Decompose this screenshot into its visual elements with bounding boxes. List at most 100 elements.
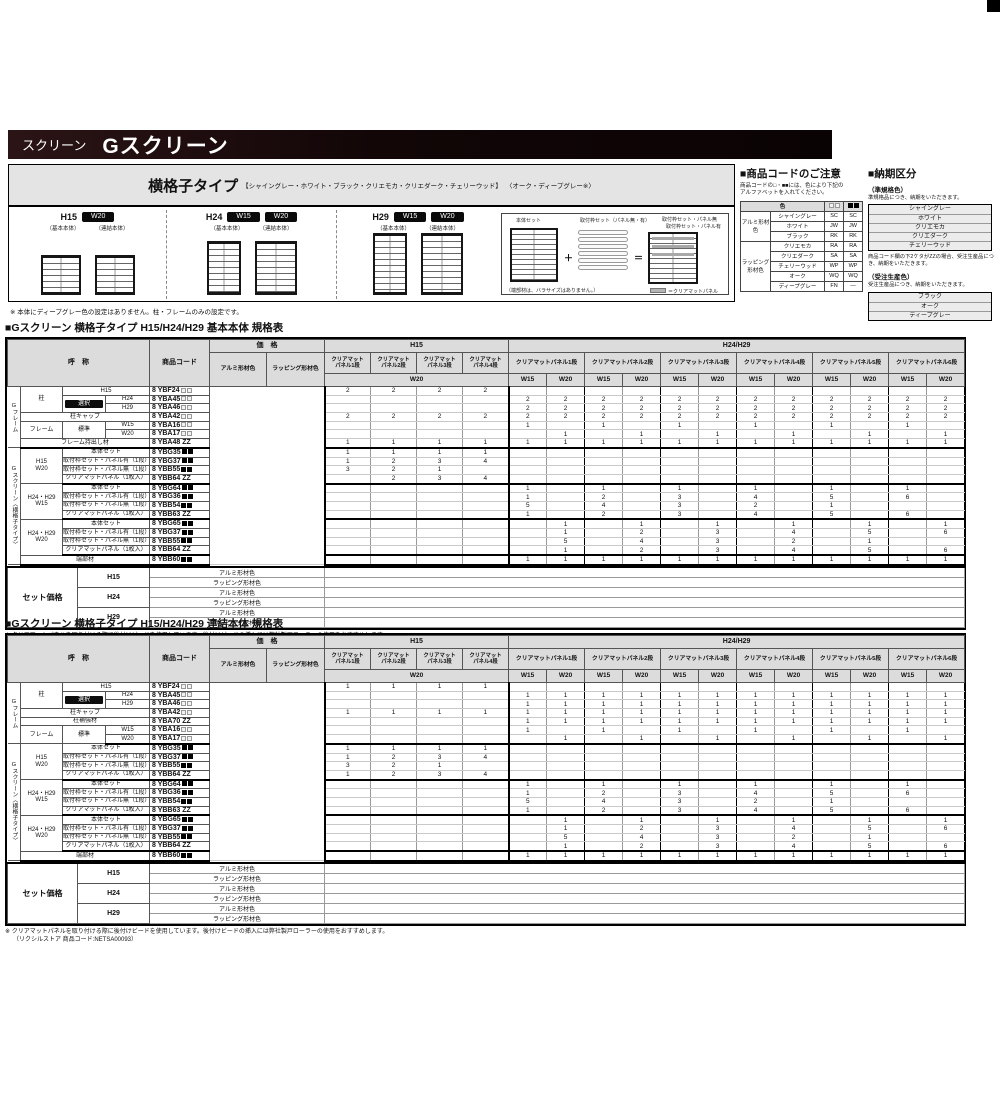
qty-cell xyxy=(324,492,371,502)
qty-cell xyxy=(774,483,814,494)
qty-cell: 1 xyxy=(736,851,776,862)
qty-cell xyxy=(324,510,371,521)
qty-cell: 1 xyxy=(698,815,738,826)
product-code: 8 YBG65 xyxy=(149,519,210,530)
row-label: 本体セット xyxy=(62,447,150,458)
qty-cell: 2 xyxy=(508,395,548,405)
spec-row: 取付枠セット・パネル無（1段） 8 YBB55 5 4 3 2 1 xyxy=(8,833,966,843)
qty-cell xyxy=(926,421,966,431)
qty-cell xyxy=(888,815,928,826)
product-code-text: 8 YBG64 xyxy=(152,780,181,788)
qty-cell xyxy=(584,474,624,485)
product-code: 8 YBB55 xyxy=(149,537,210,547)
product-code-text: 8 YBA46 xyxy=(152,404,181,412)
set-price-row: セット価格 H15 アルミ形材色 xyxy=(7,566,965,628)
qty-cell xyxy=(462,519,510,530)
w20-header: W20 xyxy=(850,669,890,683)
qty-cell xyxy=(888,474,928,485)
qty-cell: 2 xyxy=(622,841,662,853)
w15-header: W15 xyxy=(812,373,852,387)
qty-cell xyxy=(324,806,371,817)
qty-cell: 1 xyxy=(370,708,417,718)
qty-cell xyxy=(926,501,966,511)
filled-box-icon xyxy=(187,825,193,831)
qty-cell: 3 xyxy=(660,806,700,817)
qty-cell xyxy=(546,421,586,431)
qty-cell xyxy=(736,528,776,538)
open-box-icon xyxy=(187,727,193,733)
spec-row: 取付枠セット・パネル無（1段） 8 YBB55 3 2 1 xyxy=(8,465,966,475)
qty-cell xyxy=(370,429,417,440)
qty-cell xyxy=(774,447,814,458)
panel-tier-header: クリアマット パネル2段 xyxy=(370,352,417,374)
spec-row: W20 8 YBA17 1 1 1 1 1 1 xyxy=(8,734,966,745)
qty-cell xyxy=(660,743,700,754)
post-label: 柱 xyxy=(20,682,63,710)
qty-cell xyxy=(546,743,586,754)
qty-cell: 1 xyxy=(622,734,662,745)
frame-group-vertical-label: Gフレーム xyxy=(7,682,21,745)
qty-cell: 4 xyxy=(622,537,662,547)
qty-cell xyxy=(850,421,890,431)
qty-cell: 2 xyxy=(622,395,662,405)
qty-cell: 1 xyxy=(698,717,738,727)
spec-table-basic: 呼 称商品コード価 格 H15 H24/H29 アルミ形材色 ラッピング形材色 クリアマッ… xyxy=(5,337,966,630)
color-name: ホワイト xyxy=(769,220,826,232)
qty-cell: 3 xyxy=(698,528,738,538)
qty-cell xyxy=(370,528,417,538)
qty-cell xyxy=(584,545,624,557)
height-label: H15 xyxy=(60,212,78,222)
product-thumbnails: H15 W20 （基本本体） （連結本体） H24 W15 W20 （基本本体） （連結本体） H… xyxy=(9,210,499,299)
qty-cell xyxy=(850,682,890,692)
qty-cell xyxy=(462,492,510,502)
qty-cell: 1 xyxy=(508,699,548,710)
qty-cell: 1 xyxy=(622,717,662,727)
qty-cell: 2 xyxy=(508,403,548,414)
qty-cell xyxy=(812,545,852,557)
qty-cell: 1 xyxy=(850,555,890,566)
qty-cell: 1 xyxy=(698,734,738,745)
qty-cell xyxy=(888,528,928,538)
qty-cell: 2 xyxy=(370,761,417,771)
filled-box-icon xyxy=(187,538,193,544)
qty-cell: 1 xyxy=(324,753,371,763)
qty-cell xyxy=(584,519,624,530)
header-row-3: W20 W15 W20 W15 W20 W15 W20 W15 W20 W15 W20 W15 W20 xyxy=(8,373,966,387)
qty-cell: 1 xyxy=(698,555,738,566)
color-row: アルミ形材色 シャイングレー SC SC xyxy=(740,210,864,242)
product-code-text: 8 YBA45 xyxy=(152,691,181,699)
qty-cell: 1 xyxy=(370,682,417,692)
product-code-text: 8 YBG37 xyxy=(152,529,181,536)
qty-cell: 1 xyxy=(462,447,510,458)
filled-box-icon xyxy=(181,754,187,760)
qty-cell: 1 xyxy=(850,429,890,440)
page-title-bar: スクリーン Gスクリーン xyxy=(8,130,832,159)
open-box-icon xyxy=(181,735,187,741)
qty-cell xyxy=(736,824,776,834)
qty-cell xyxy=(736,537,776,547)
row-label: クリアマットパネル（1枚入） xyxy=(62,841,150,853)
qty-cell: 3 xyxy=(660,492,700,502)
panel-tier-header: クリアマットパネル1段 xyxy=(508,648,586,670)
qty-cell xyxy=(622,797,662,807)
qty-cell xyxy=(508,734,548,745)
qty-cell xyxy=(462,841,510,853)
qty-cell xyxy=(462,833,510,843)
qty-cell xyxy=(812,474,852,485)
qty-cell xyxy=(370,725,417,736)
qty-cell xyxy=(812,770,852,781)
qty-cell: 5 xyxy=(508,501,548,511)
qty-cell xyxy=(698,492,738,502)
product-code: 8 YBG65 xyxy=(149,815,210,826)
qty-cell xyxy=(850,510,890,521)
spec-row: クリアマットパネル（1枚入） 8 YBB64 ZZ 1 2 3 4 5 6 xyxy=(8,841,966,853)
qty-cell: 1 xyxy=(660,717,700,727)
qty-cell: 6 xyxy=(926,841,966,853)
filled-box-icon xyxy=(187,556,193,562)
qty-cell xyxy=(660,537,700,547)
qty-cell: 3 xyxy=(698,537,738,547)
open-box-icon xyxy=(181,727,187,733)
equals-sign: ＝ xyxy=(634,253,644,263)
qty-cell xyxy=(660,753,700,763)
qty-cell: 1 xyxy=(774,734,814,745)
